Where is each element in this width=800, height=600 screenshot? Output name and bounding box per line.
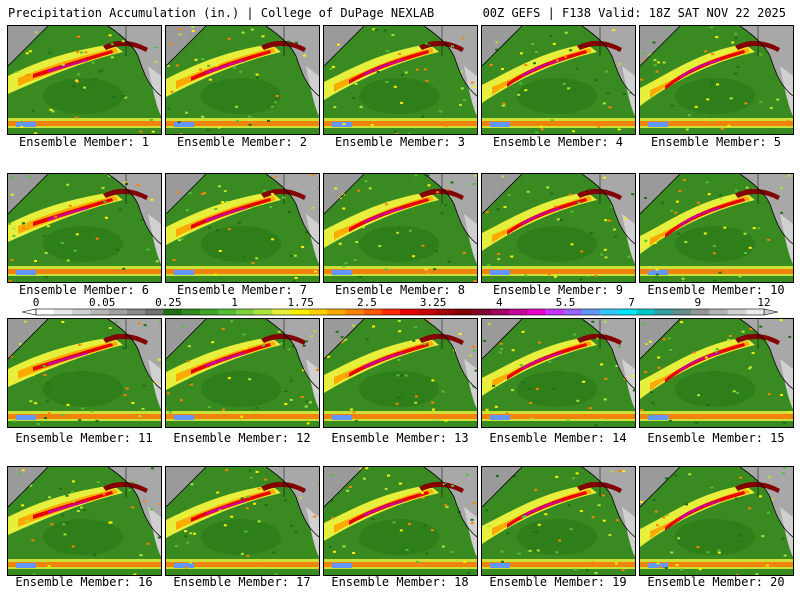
ensemble-panel <box>323 25 478 135</box>
colorbar-segment <box>491 309 510 315</box>
colorbar-segment <box>400 309 419 315</box>
colorbar-segment <box>181 309 201 315</box>
ensemble-member-label: Ensemble Member: 13 <box>331 431 469 445</box>
colorbar-segment <box>236 309 255 315</box>
ensemble-member-label: Ensemble Member: 18 <box>331 575 469 589</box>
ensemble-panel <box>323 466 478 576</box>
colorbar-segment <box>727 309 747 315</box>
colorbar-segment <box>290 309 310 315</box>
colorbar-segment <box>509 309 528 315</box>
ensemble-panel <box>481 466 636 576</box>
colorbar-segment <box>527 309 546 315</box>
ensemble-member-label: Ensemble Member: 4 <box>492 135 624 149</box>
ensemble-panel <box>7 318 162 428</box>
ensemble-panel <box>639 173 794 283</box>
ensemble-member-label: Ensemble Member: 17 <box>173 575 311 589</box>
colorbar-segment <box>436 309 455 315</box>
ensemble-panel <box>639 318 794 428</box>
ensemble-member-label: Ensemble Member: 5 <box>650 135 782 149</box>
ensemble-member-label: Ensemble Member: 7 <box>176 283 308 297</box>
ensemble-member-label: Ensemble Member: 10 <box>647 283 785 297</box>
ensemble-member-label: Ensemble Member: 2 <box>176 135 308 149</box>
precip-colorbar: 0 0.05 0.25 1 1.75 2.5 3.25 4 5.5 7 9 12 <box>21 296 779 316</box>
colorbar-segment <box>145 309 164 315</box>
colorbar-segment <box>199 309 219 315</box>
ensemble-panel <box>7 466 162 576</box>
colorbar-segment <box>218 309 237 315</box>
map-title: Precipitation Accumulation (in.) | Colle… <box>8 6 435 20</box>
ensemble-panel <box>165 25 320 135</box>
ensemble-panel <box>481 173 636 283</box>
colorbar-segment <box>327 309 346 315</box>
colorbar-segment <box>272 309 292 315</box>
colorbar-segment <box>309 309 328 315</box>
colorbar-tick-label: 2.5 <box>357 296 377 309</box>
colorbar-segment <box>582 309 601 315</box>
colorbar-segment <box>472 309 492 315</box>
colorbar-segment <box>545 309 565 315</box>
colorbar-segment <box>454 309 474 315</box>
colorbar-segment <box>72 309 91 315</box>
ensemble-panel <box>481 318 636 428</box>
colorbar-segment <box>654 309 674 315</box>
ensemble-member-label: Ensemble Member: 16 <box>15 575 153 589</box>
ensemble-panel <box>165 466 320 576</box>
colorbar-tick-label: 0.25 <box>155 296 182 309</box>
colorbar-tick-label: 5.5 <box>556 296 576 309</box>
colorbar-segment <box>745 309 765 315</box>
ensemble-member-label: Ensemble Member: 15 <box>647 431 785 445</box>
colorbar-tick-label: 12 <box>757 296 770 309</box>
colorbar-segment <box>691 309 710 315</box>
ensemble-member-label: Ensemble Member: 20 <box>647 575 785 589</box>
ensemble-panel <box>639 466 794 576</box>
ensemble-member-label: Ensemble Member: 19 <box>489 575 627 589</box>
ensemble-member-label: Ensemble Member: 8 <box>334 283 466 297</box>
colorbar-segment <box>254 309 273 315</box>
ensemble-panel <box>639 25 794 135</box>
ensemble-panel <box>481 25 636 135</box>
valid-time: 00Z GEFS | F138 Valid: 18Z SAT NOV 22 20… <box>482 6 786 20</box>
colorbar-segment <box>618 309 637 315</box>
colorbar-segment <box>418 309 437 315</box>
ensemble-member-label: Ensemble Member: 14 <box>489 431 627 445</box>
colorbar-segment <box>363 309 383 315</box>
ensemble-member-label: Ensemble Member: 12 <box>173 431 311 445</box>
colorbar-segment <box>673 309 692 315</box>
colorbar-segment <box>36 309 55 315</box>
colorbar-segment <box>90 309 110 315</box>
colorbar-segment <box>345 309 364 315</box>
ensemble-panel <box>323 318 478 428</box>
colorbar-tick-label: 0.05 <box>89 296 116 309</box>
ensemble-member-label: Ensemble Member: 1 <box>18 135 150 149</box>
ensemble-member-label: Ensemble Member: 6 <box>18 283 150 297</box>
colorbar-segment <box>563 309 583 315</box>
ensemble-member-label: Ensemble Member: 3 <box>334 135 466 149</box>
colorbar-segment <box>163 309 182 315</box>
colorbar-segment <box>108 309 128 315</box>
ensemble-panel <box>165 173 320 283</box>
colorbar-segment <box>127 309 146 315</box>
colorbar-tick-label: 1.75 <box>287 296 314 309</box>
ensemble-member-label: Ensemble Member: 9 <box>492 283 624 297</box>
ensemble-panel <box>7 173 162 283</box>
colorbar-tick-label: 4 <box>496 296 503 309</box>
colorbar-segment <box>709 309 728 315</box>
ensemble-panel <box>165 318 320 428</box>
colorbar-tick-label: 7 <box>628 296 635 309</box>
colorbar-tick-label: 0 <box>33 296 40 309</box>
colorbar-segment <box>54 309 73 315</box>
colorbar-tick-label: 9 <box>694 296 701 309</box>
colorbar-segment <box>381 309 401 315</box>
colorbar-tick-label: 3.25 <box>420 296 447 309</box>
colorbar-segment <box>600 309 619 315</box>
ensemble-panel <box>323 173 478 283</box>
ensemble-panel <box>7 25 162 135</box>
ensemble-member-label: Ensemble Member: 11 <box>15 431 153 445</box>
colorbar-tick-label: 1 <box>231 296 238 309</box>
colorbar-segment <box>636 309 656 315</box>
